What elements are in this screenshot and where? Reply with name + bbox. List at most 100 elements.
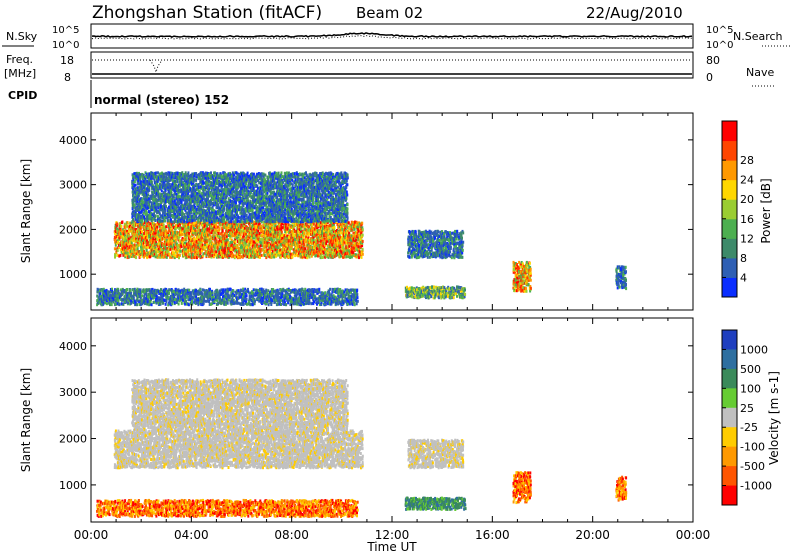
power-cell — [119, 222, 121, 225]
power-cell — [242, 238, 244, 241]
power-cell — [146, 249, 148, 252]
power-cell — [151, 181, 153, 184]
power-cell — [314, 231, 316, 234]
power-cell — [117, 249, 119, 252]
nsky-trace — [92, 33, 692, 37]
power-cell — [281, 230, 283, 233]
power-cell — [134, 180, 136, 183]
power-cell — [250, 243, 252, 246]
power-cell — [261, 254, 263, 257]
power-cell — [222, 230, 224, 233]
freq-unit: [MHz] — [4, 67, 36, 80]
power-cell — [179, 254, 181, 257]
power-cell — [119, 254, 121, 257]
power-scatter — [96, 171, 627, 306]
beam-label: Beam 02 — [356, 4, 423, 22]
power-cell — [170, 245, 172, 248]
power-cell — [154, 219, 156, 222]
power-cell — [165, 225, 167, 228]
power-cell — [190, 225, 192, 228]
power-cell — [239, 236, 241, 239]
power-cell — [146, 211, 148, 214]
power-cell — [231, 241, 233, 244]
power-cell — [117, 241, 119, 244]
freq-tick-top: 18 — [60, 54, 74, 67]
power-cell — [361, 222, 363, 225]
nsearch-tick-top: 10^5 — [706, 25, 733, 36]
freq-label: Freq. — [6, 53, 33, 66]
power-cell — [215, 225, 217, 228]
power-cell — [186, 199, 188, 202]
power-cell — [237, 244, 239, 247]
power-cell — [139, 173, 141, 176]
power-cell — [185, 171, 187, 174]
power-cell — [165, 229, 167, 232]
nsky-tick-top: 10^5 — [52, 25, 79, 36]
nsky-strip: N.Sky 10^5 10^0 10^5 10^0 N.Search — [2, 24, 790, 51]
power-cell — [329, 227, 331, 230]
power-cell — [194, 238, 196, 241]
power-cell — [235, 240, 237, 243]
power-cell — [354, 228, 356, 231]
power-cell — [187, 171, 189, 174]
power-cell — [355, 256, 357, 259]
power-cell — [168, 253, 170, 256]
power-cell — [161, 189, 163, 192]
power-cell — [293, 234, 295, 237]
power-cell — [361, 256, 363, 259]
power-cell — [257, 230, 259, 233]
power-cell — [273, 238, 275, 241]
power-cell — [137, 247, 139, 250]
cpid-label: CPID — [8, 89, 37, 102]
freq-strip: Freq. [MHz] 18 8 80 0 Nave — [4, 52, 774, 86]
power-cell — [215, 250, 217, 253]
power-cell — [340, 232, 342, 235]
nave-tick-top: 80 — [706, 54, 720, 67]
cpid-strip: CPID normal (stereo) 152 — [8, 80, 229, 108]
power-cell — [132, 218, 134, 221]
power-cell — [318, 254, 320, 257]
power-cell — [173, 252, 175, 255]
power-cell — [253, 240, 255, 243]
power-cell — [219, 227, 221, 230]
power-cell — [164, 212, 166, 215]
power-cell — [116, 222, 118, 225]
power-cell — [202, 252, 204, 255]
power-cell — [179, 195, 181, 198]
nave-tick-bottom: 0 — [706, 71, 713, 84]
power-cell — [325, 242, 327, 245]
power-cell — [362, 248, 364, 251]
freq-tick-bottom: 8 — [64, 71, 71, 84]
power-cell — [141, 219, 143, 222]
power-cell — [292, 255, 294, 258]
power-cell — [135, 256, 137, 259]
power-cell — [313, 239, 315, 242]
power-cell — [309, 256, 311, 259]
power-cell — [194, 222, 196, 225]
power-cell — [259, 247, 261, 250]
power-cell — [362, 228, 364, 231]
power-cell — [351, 256, 353, 259]
power-cell — [304, 241, 306, 244]
power-cell — [294, 230, 296, 233]
nsearch-label: N.Search — [733, 30, 783, 43]
power-cell — [181, 233, 183, 236]
nave-label: Nave — [746, 66, 774, 79]
power-cell — [156, 226, 158, 229]
power-cell — [277, 254, 279, 257]
power-cell — [180, 250, 182, 253]
date-label: 22/Aug/2010 — [586, 4, 683, 22]
power-cell — [183, 220, 185, 223]
freq-dip — [150, 60, 162, 72]
power-cell — [177, 180, 179, 183]
power-cell — [194, 229, 196, 232]
power-cell — [188, 232, 190, 235]
power-cell — [157, 215, 159, 218]
nsky-tick-bottom: 10^0 — [52, 40, 79, 51]
station-title: Zhongshan Station (fitACF) — [92, 3, 322, 23]
power-cell — [155, 214, 157, 217]
nsearch-tick-bottom: 10^0 — [706, 40, 733, 51]
power-cell — [135, 184, 137, 187]
cpid-text: normal (stereo) 152 — [94, 93, 229, 107]
power-cell — [254, 249, 256, 252]
